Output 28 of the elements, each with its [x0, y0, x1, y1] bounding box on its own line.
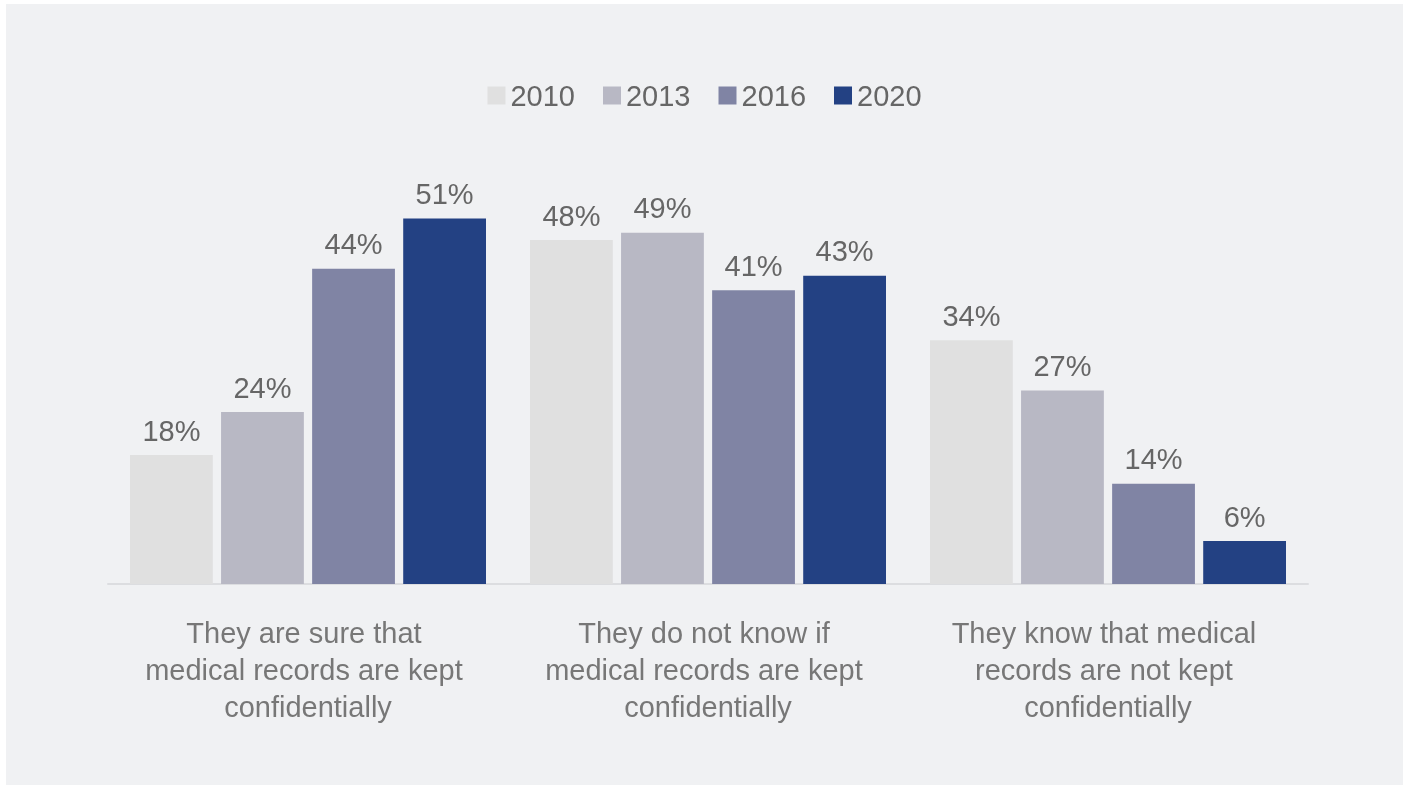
data-label: 24% — [233, 371, 292, 404]
bar — [221, 412, 304, 584]
data-label: 34% — [942, 299, 1001, 332]
bar — [312, 268, 395, 584]
bar — [1112, 483, 1195, 584]
bar — [803, 275, 886, 584]
bar — [712, 290, 795, 584]
bar — [1203, 541, 1286, 584]
x-tick-label: They know that medical records are not kept confidentially — [951, 616, 1265, 723]
data-label: 48% — [542, 199, 601, 232]
legend-label: 2016 — [741, 79, 807, 112]
data-label: 41% — [724, 249, 783, 282]
data-label: 43% — [815, 235, 874, 268]
data-label: 6% — [1223, 500, 1266, 533]
bar — [403, 218, 486, 584]
legend-label: 2010 — [510, 79, 575, 112]
bar — [621, 232, 704, 584]
legend-label: 2013 — [625, 79, 691, 112]
data-label: 18% — [142, 414, 201, 447]
data-label: 51% — [415, 178, 474, 210]
data-label: 49% — [633, 192, 692, 225]
x-tick-label: They are sure that medical records are kept confidentially — [145, 616, 471, 723]
x-tick-label: They do not know if medical records are kept confidentially — [545, 616, 871, 723]
data-label: 44% — [324, 228, 383, 261]
data-label: 27% — [1033, 350, 1092, 382]
bar — [1021, 390, 1104, 584]
data-label: 14% — [1124, 443, 1183, 476]
legend-label: 2020 — [857, 79, 922, 112]
